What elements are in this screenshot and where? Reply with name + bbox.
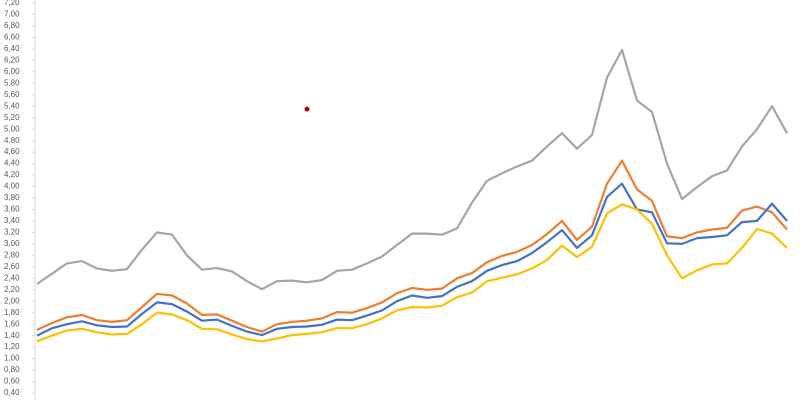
y-tick-label: 3,80 bbox=[4, 193, 20, 202]
y-tick-label: 3,40 bbox=[4, 216, 20, 225]
y-tick-label: 4,40 bbox=[4, 159, 20, 168]
y-tick-label: 4,60 bbox=[4, 147, 20, 156]
series-line bbox=[36, 182, 788, 337]
y-tick-label: 3,60 bbox=[4, 205, 20, 214]
y-tick-label: 4,80 bbox=[4, 136, 20, 145]
y-tick-label: 1,40 bbox=[4, 331, 20, 340]
y-tick-label: 5,60 bbox=[4, 90, 20, 99]
y-tick-label: 2,80 bbox=[4, 250, 20, 259]
y-tick-label: 2,20 bbox=[4, 285, 20, 294]
y-tick-label: 6,40 bbox=[4, 44, 20, 53]
y-tick-label: 5,00 bbox=[4, 124, 20, 133]
y-tick-label: 2,40 bbox=[4, 273, 20, 282]
y-tick-label: 6,80 bbox=[4, 21, 20, 30]
y-tick-label: 4,00 bbox=[4, 182, 20, 191]
y-tick-label: 6,60 bbox=[4, 33, 20, 42]
series-line bbox=[36, 159, 788, 333]
y-tick-label: 3,00 bbox=[4, 239, 20, 248]
y-tick-label: 2,00 bbox=[4, 296, 20, 305]
y-tick-label: 5,80 bbox=[4, 78, 20, 87]
y-tick-label: 6,00 bbox=[4, 67, 20, 76]
y-tick-label: 1,00 bbox=[4, 354, 20, 363]
y-tick-label: 6,20 bbox=[4, 55, 20, 64]
y-tick-label: 2,60 bbox=[4, 262, 20, 271]
series-line bbox=[36, 203, 788, 343]
y-tick-label: 1,80 bbox=[4, 308, 20, 317]
y-tick-label: 5,40 bbox=[4, 101, 20, 110]
point bbox=[304, 106, 310, 112]
y-tick-label: 0,40 bbox=[4, 388, 20, 397]
y-tick-label: 3,20 bbox=[4, 228, 20, 237]
y-tick-label: 4,20 bbox=[4, 170, 20, 179]
y-tick-label: 1,20 bbox=[4, 342, 20, 351]
y-tick-label: 1,60 bbox=[4, 319, 20, 328]
y-tick-label: 5,20 bbox=[4, 113, 20, 122]
y-tick-label: 0,80 bbox=[4, 365, 20, 374]
y-tick-label: 7,00 bbox=[4, 10, 20, 19]
y-tick-label: 0,60 bbox=[4, 377, 20, 386]
y-tick-label: 7,20 bbox=[4, 0, 20, 7]
series-line bbox=[36, 48, 788, 291]
